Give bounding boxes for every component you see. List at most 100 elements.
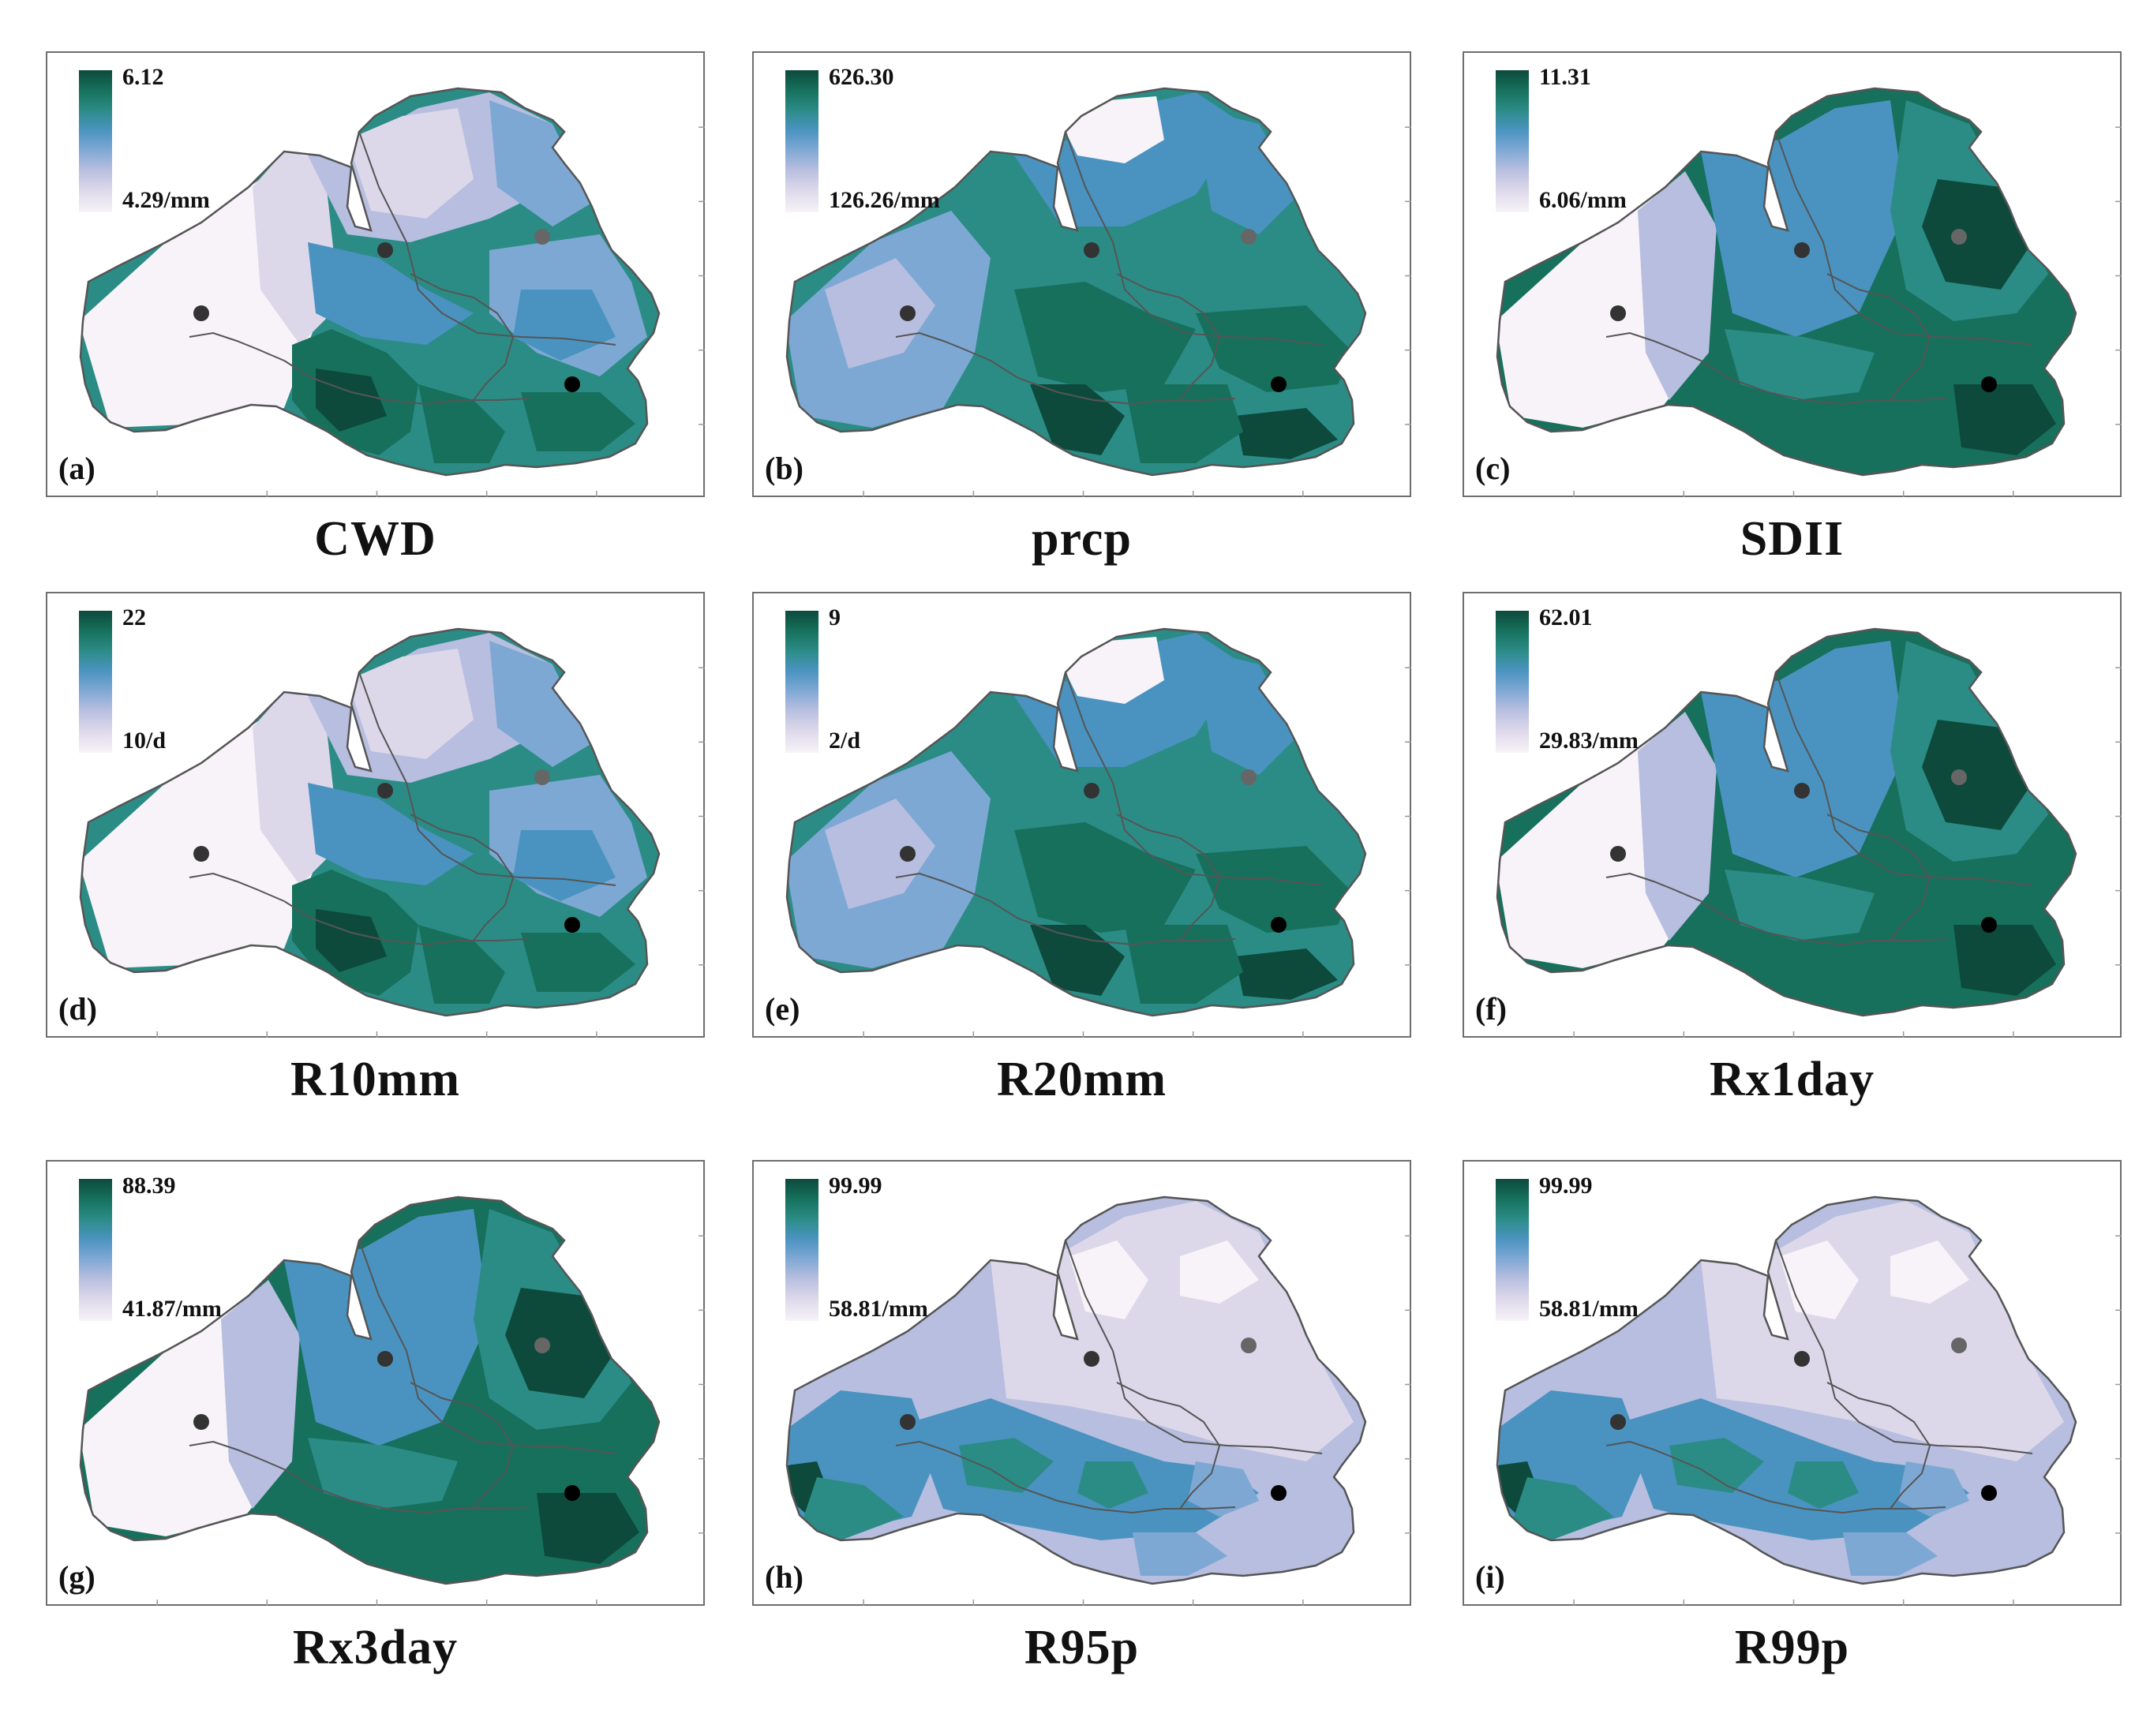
contour-region xyxy=(1890,1240,1969,1304)
station-marker xyxy=(900,1414,916,1430)
basin-map xyxy=(785,1195,1411,1606)
station-marker xyxy=(377,1351,393,1367)
sub-basin-boundary xyxy=(895,331,991,361)
map-frame: 99.99 58.81/mm (h) xyxy=(752,1160,1411,1606)
color-legend xyxy=(79,70,112,212)
contour-region xyxy=(489,100,592,226)
sub-basin-boundary xyxy=(1700,900,1946,946)
legend-max-value: 99.99 xyxy=(1539,1173,1593,1199)
color-legend xyxy=(1496,70,1529,212)
station-marker xyxy=(193,1414,209,1430)
sub-basin-boundary xyxy=(895,872,991,902)
sub-basin-boundary xyxy=(1826,1382,1931,1510)
legend-max-value: 99.99 xyxy=(829,1173,882,1199)
panel-label: (b) xyxy=(765,451,803,486)
panel-label: (g) xyxy=(58,1559,96,1595)
station-marker xyxy=(1981,1485,1997,1501)
sub-basin-boundary xyxy=(1065,1240,1323,1454)
panel-label: (e) xyxy=(765,991,800,1027)
basin-outline xyxy=(1496,627,2077,1017)
station-marker xyxy=(1610,1414,1626,1430)
contour-region xyxy=(1953,384,2056,455)
station-marker xyxy=(534,769,550,785)
map-panel: 99.99 58.81/mm (i) R99p xyxy=(1463,1160,2122,1736)
color-legend xyxy=(1496,1179,1529,1321)
sub-basin-boundary xyxy=(283,900,530,946)
contour-region xyxy=(1922,720,2032,830)
basin-map xyxy=(785,87,1411,497)
station-marker xyxy=(1610,305,1626,321)
sub-basin-boundary xyxy=(1605,1440,1702,1470)
contour-region xyxy=(1953,925,2056,996)
color-legend xyxy=(785,611,818,753)
sub-basin-boundary xyxy=(358,672,616,886)
sub-basin-boundary xyxy=(990,1468,1236,1514)
sub-basin-boundary xyxy=(410,1382,515,1510)
legend-max-value: 22 xyxy=(122,604,146,630)
sub-basin-boundary xyxy=(283,1468,530,1514)
legend-min-value: 58.81/mm xyxy=(1539,1296,1639,1322)
station-marker xyxy=(1610,846,1626,862)
contour-region xyxy=(1196,305,1354,392)
contour-region xyxy=(347,649,474,759)
contour-region xyxy=(1922,179,2032,290)
sub-basin-boundary xyxy=(1605,872,1702,902)
station-marker xyxy=(1794,1351,1810,1367)
map-panel: 62.01 29.83/mm (f) Rx1day xyxy=(1463,592,2122,1168)
sub-basin-boundary xyxy=(189,331,285,361)
color-legend xyxy=(79,1179,112,1321)
sub-basin-boundary xyxy=(1700,1468,1946,1514)
index-title: R95p xyxy=(1024,1621,1140,1674)
legend-min-value: 126.26/mm xyxy=(829,187,940,213)
station-marker xyxy=(564,376,580,392)
contour-region xyxy=(1014,282,1196,392)
legend-max-value: 626.30 xyxy=(829,64,894,90)
legend-max-value: 62.01 xyxy=(1539,604,1593,630)
basin-outline xyxy=(785,1195,1367,1585)
contour-region xyxy=(537,1493,639,1564)
station-marker xyxy=(1241,1338,1257,1353)
sub-basin-boundary xyxy=(1700,360,1946,406)
basin-outline xyxy=(1496,87,2077,477)
sub-basin-boundary xyxy=(189,1440,285,1470)
contour-region xyxy=(521,933,635,992)
map-panel: 11.31 6.06/mm (c) SDII xyxy=(1463,51,2122,627)
contour-region xyxy=(1196,649,1298,775)
sub-basin-boundary xyxy=(990,900,1236,946)
station-marker xyxy=(1951,1338,1967,1353)
sub-basin-boundary xyxy=(1605,331,1702,361)
contour-region xyxy=(316,369,387,432)
basin-map xyxy=(79,627,705,1038)
sub-basin-boundary xyxy=(1826,814,1931,941)
contour-region xyxy=(801,1477,904,1540)
contour-region xyxy=(489,641,592,767)
contour-region xyxy=(1843,1532,1938,1576)
contour-region xyxy=(1780,1240,1859,1319)
map-frame: 62.01 29.83/mm (f) xyxy=(1463,592,2122,1038)
panel-label: (d) xyxy=(58,991,97,1027)
sub-basin-boundary xyxy=(1116,1382,1221,1510)
station-marker xyxy=(377,242,393,258)
contour-region xyxy=(959,1438,1054,1493)
station-marker xyxy=(193,846,209,862)
station-marker xyxy=(534,229,550,245)
station-marker xyxy=(534,1338,550,1353)
index-title: Rx3day xyxy=(292,1621,459,1674)
contour-region xyxy=(1133,1532,1227,1576)
contour-region xyxy=(1077,1461,1148,1509)
sub-basin-boundary xyxy=(1116,814,1221,941)
panel-label: (i) xyxy=(1475,1559,1505,1595)
basin-map xyxy=(785,627,1411,1038)
sub-basin-boundary xyxy=(410,273,515,401)
map-panel: 99.99 58.81/mm (h) R95p xyxy=(752,1160,1411,1736)
legend-max-value: 88.39 xyxy=(122,1173,176,1199)
contour-region xyxy=(418,384,505,463)
station-marker xyxy=(1951,769,1967,785)
sub-basin-boundary xyxy=(895,1440,991,1470)
contour-region xyxy=(1196,108,1298,234)
station-marker xyxy=(1241,769,1257,785)
sub-basin-boundary xyxy=(1775,1240,2033,1454)
basin-map xyxy=(1496,627,2122,1038)
station-marker xyxy=(900,846,916,862)
sub-basin-boundary xyxy=(990,360,1236,406)
